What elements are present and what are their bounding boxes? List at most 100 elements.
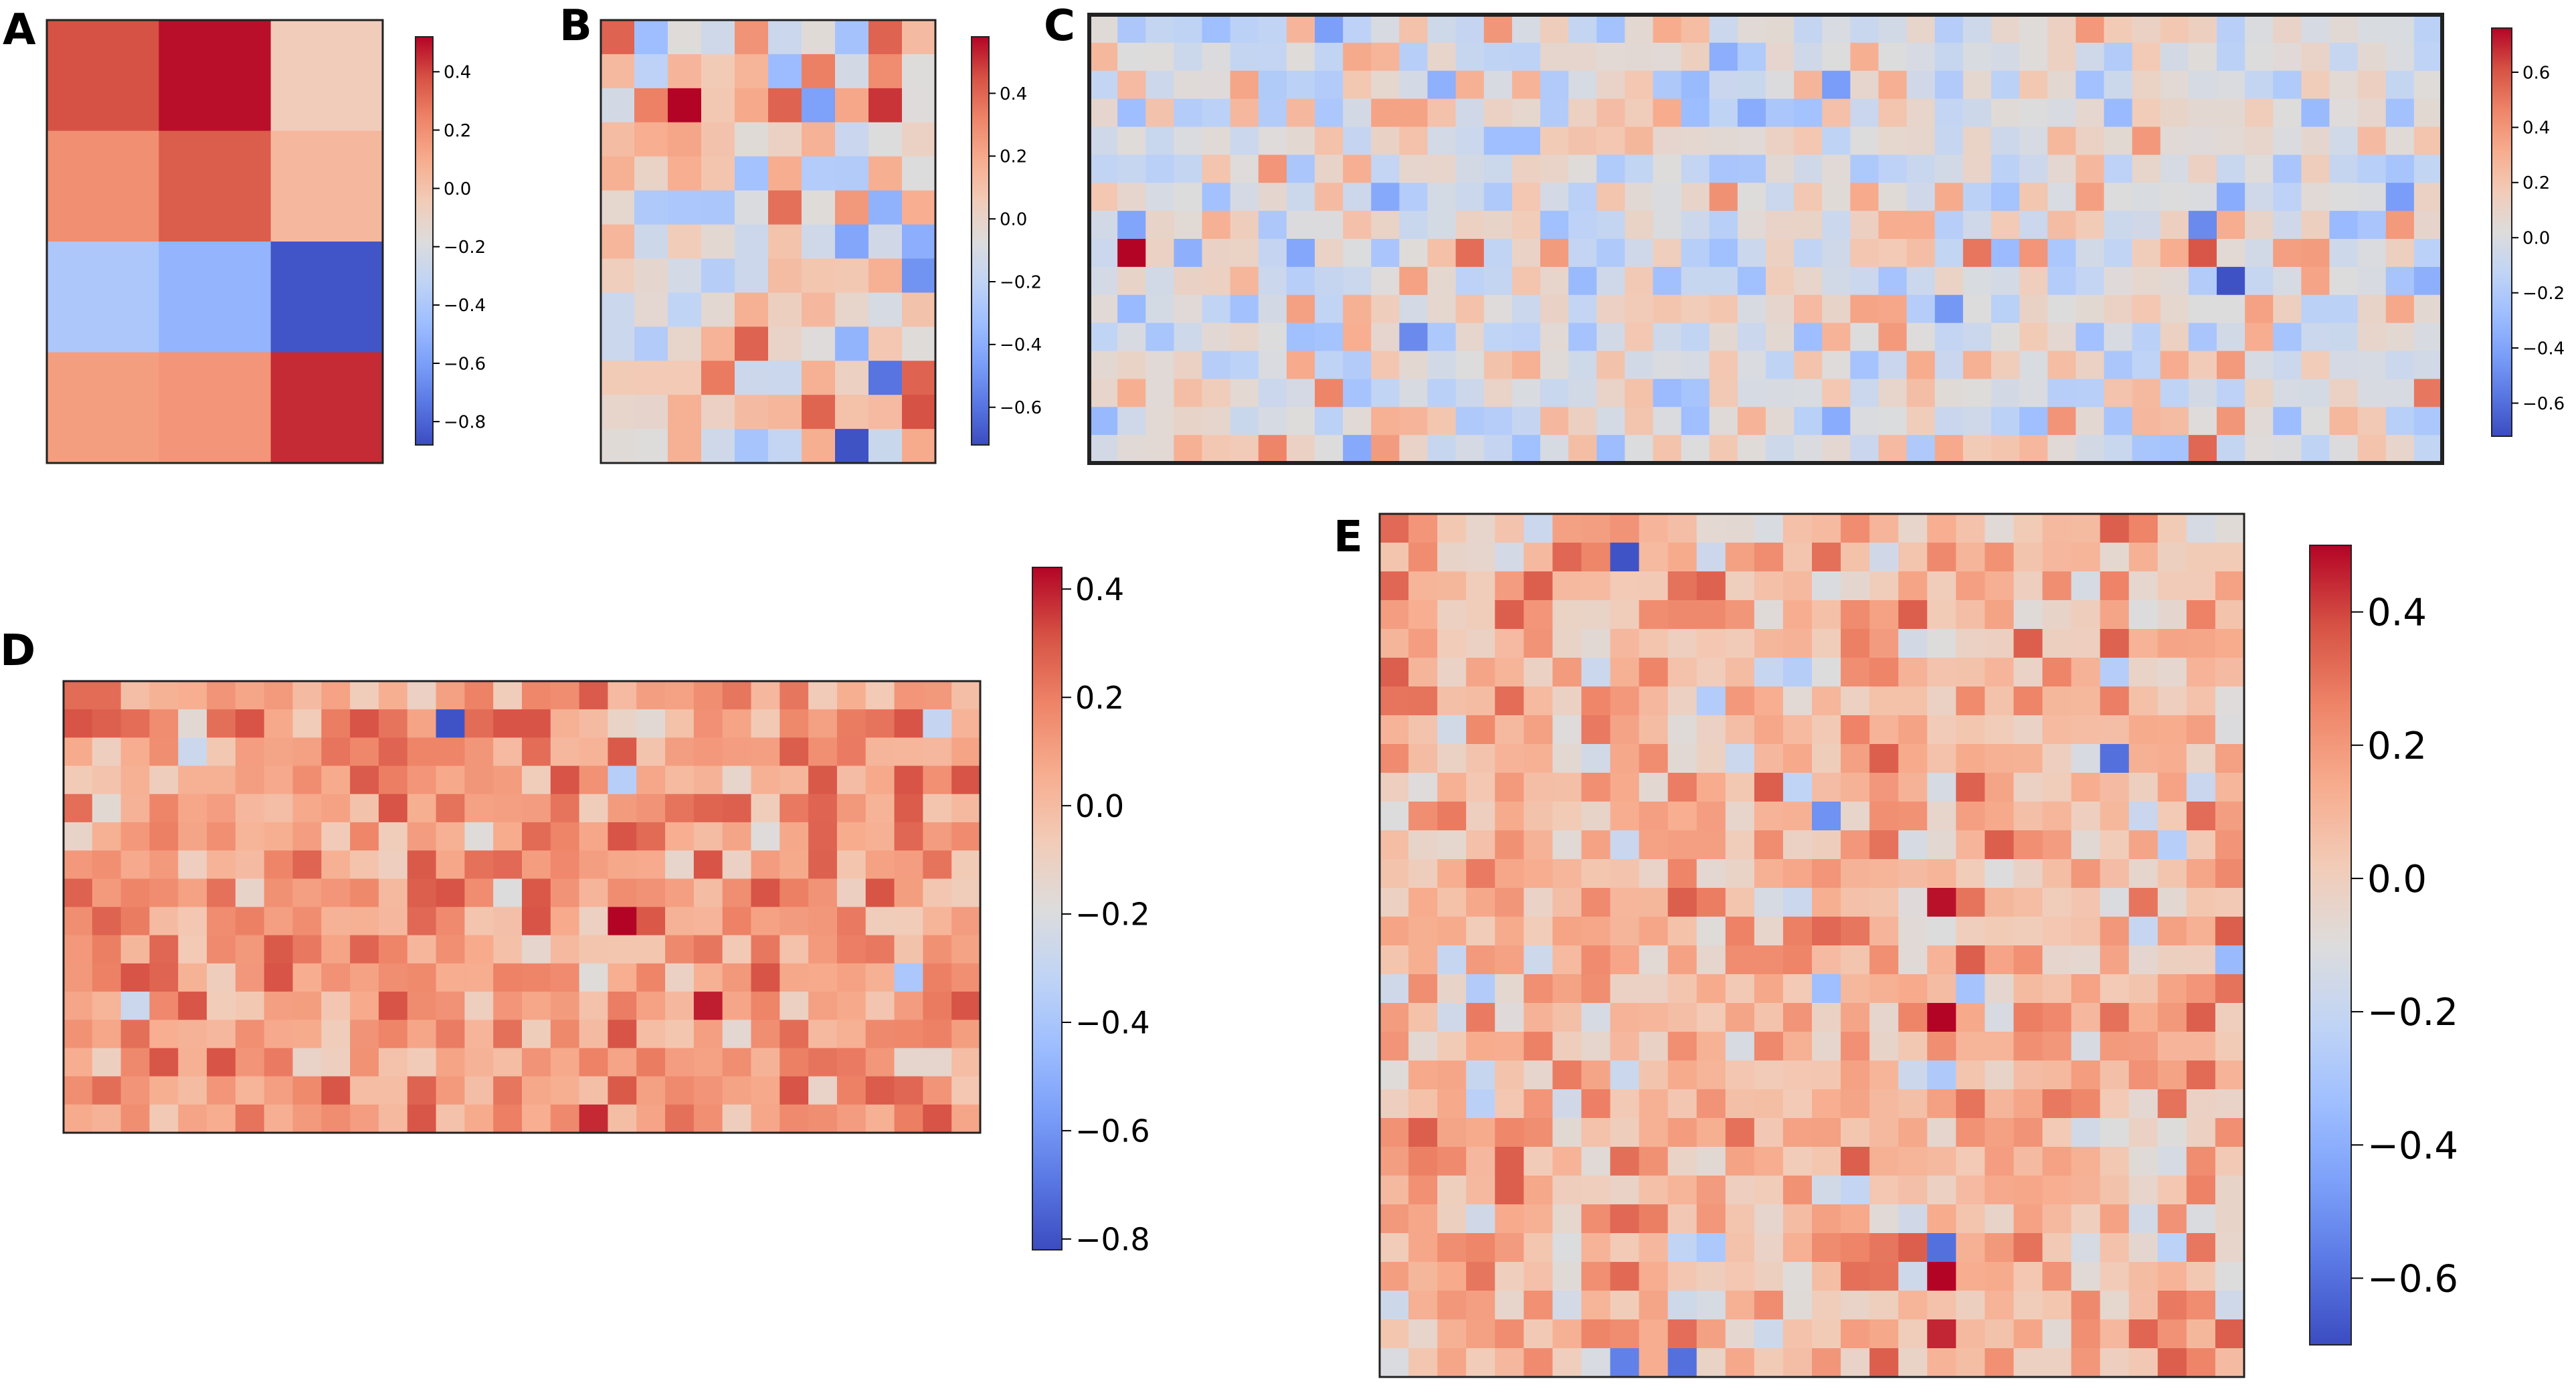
heatmap-cell <box>1991 211 2020 240</box>
heatmap-cell <box>1286 351 1315 379</box>
heatmap-cell <box>1956 1291 1985 1320</box>
heatmap-cell <box>2076 155 2105 183</box>
heatmap-cell <box>1437 658 1467 687</box>
heatmap-cell <box>1524 1291 1553 1320</box>
heatmap-cell <box>1117 126 1146 155</box>
heatmap-cell <box>1596 435 1625 464</box>
heatmap-cell <box>1927 629 1956 658</box>
heatmap-cell <box>350 681 379 710</box>
heatmap-cell <box>1145 435 1174 464</box>
heatmap-cell <box>808 1104 838 1133</box>
heatmap-cell <box>2413 435 2443 464</box>
heatmap-cell <box>1380 1176 1409 1205</box>
heatmap-cell <box>1991 435 2020 464</box>
heatmap-cell <box>2357 407 2387 436</box>
heatmap-cell <box>636 879 666 908</box>
heatmap-cell <box>1898 1060 1928 1090</box>
heatmap-cell <box>2100 571 2130 601</box>
heatmap-cell <box>1437 1262 1467 1291</box>
heatmap-cell <box>159 242 272 353</box>
heatmap-cell <box>1511 435 1541 464</box>
heatmap-cell <box>2413 126 2443 155</box>
heatmap-cell <box>1495 830 1524 860</box>
heatmap-cell <box>868 54 903 89</box>
heatmap-cell <box>1754 543 1784 572</box>
heatmap-cell <box>1466 1319 1495 1349</box>
heatmap-cell <box>1794 211 1823 240</box>
heatmap-cell <box>2186 715 2216 745</box>
heatmap-cell <box>378 1076 408 1105</box>
heatmap-cell <box>1455 15 1485 43</box>
heatmap-cell <box>1610 773 1640 802</box>
heatmap-cell <box>1408 1262 1438 1291</box>
heatmap-cell <box>1782 658 1813 687</box>
heatmap-cell <box>1754 658 1784 687</box>
heatmap-cell <box>1934 351 1964 379</box>
heatmap-cell <box>1754 1233 1784 1263</box>
heatmap-cell <box>1850 351 1879 379</box>
heatmap-cell <box>1524 629 1553 658</box>
heatmap-cell <box>1709 407 1738 436</box>
heatmap-cell <box>1408 1291 1438 1320</box>
heatmap-cell <box>1681 183 1710 211</box>
heatmap-cell <box>2160 239 2189 268</box>
heatmap-cell <box>1371 42 1400 72</box>
heatmap-cell <box>2273 351 2302 379</box>
heatmap-cell <box>178 822 207 851</box>
heatmap-cell <box>1380 571 1409 601</box>
heatmap-cell <box>634 258 668 293</box>
heatmap-cell <box>1878 379 1908 407</box>
heatmap-cell <box>836 1048 866 1077</box>
heatmap-cell <box>1524 945 1553 975</box>
heatmap-cell <box>1315 351 1344 379</box>
colorbar-tick-label: −0.8 <box>444 413 486 433</box>
heatmap-cell <box>2071 514 2101 543</box>
heatmap-cell <box>2273 407 2302 436</box>
heatmap-cell <box>2047 183 2076 211</box>
heatmap-cell <box>1437 543 1467 572</box>
heatmap-cell <box>1524 1319 1553 1349</box>
heatmap-cell <box>2042 830 2072 860</box>
heatmap-cell <box>865 879 895 908</box>
heatmap-cell <box>2013 1089 2043 1119</box>
heatmap-cell <box>601 258 635 293</box>
heatmap-cell <box>1934 239 1964 268</box>
heatmap-cell <box>779 765 809 795</box>
heatmap-cell <box>149 1076 179 1105</box>
heatmap-cell <box>1927 543 1956 572</box>
heatmap-cell <box>951 963 981 992</box>
heatmap-cell <box>751 1104 780 1133</box>
heatmap-cell <box>92 992 122 1020</box>
heatmap-cell <box>2215 686 2245 716</box>
heatmap-cell <box>120 822 151 851</box>
heatmap-cell <box>1841 514 1870 543</box>
heatmap-cell <box>1869 543 1899 572</box>
heatmap-cell <box>1610 1176 1640 1205</box>
heatmap-cell <box>1681 15 1710 43</box>
heatmap-cell <box>1202 70 1231 100</box>
heatmap-cell <box>1610 1233 1640 1263</box>
colorbar-tick-label: 0.0 <box>2522 229 2550 249</box>
heatmap-cell <box>2160 211 2189 240</box>
heatmap-cell <box>1540 294 1569 324</box>
heatmap-cell <box>735 190 769 225</box>
heatmap-cell <box>2188 407 2217 436</box>
heatmap-cell <box>1725 773 1755 802</box>
colorbar-tick-label: 0.0 <box>2367 858 2427 901</box>
heatmap-cell <box>1906 98 1936 128</box>
heatmap-cell <box>1437 629 1467 658</box>
heatmap-cell <box>2100 715 2130 745</box>
heatmap-cell <box>668 20 702 55</box>
panel-a-frame <box>45 19 384 464</box>
heatmap-cell <box>1766 155 1795 183</box>
heatmap-cell <box>1408 1032 1438 1061</box>
heatmap-cell <box>2132 379 2161 407</box>
heatmap-cell <box>923 992 952 1020</box>
heatmap-cell <box>902 327 936 361</box>
heatmap-cell <box>693 709 723 738</box>
heatmap-cell <box>2100 1147 2130 1176</box>
heatmap-cell <box>1696 1233 1726 1263</box>
heatmap-cell <box>264 963 294 992</box>
heatmap-cell <box>1696 1204 1726 1234</box>
heatmap-cell <box>1709 211 1738 240</box>
